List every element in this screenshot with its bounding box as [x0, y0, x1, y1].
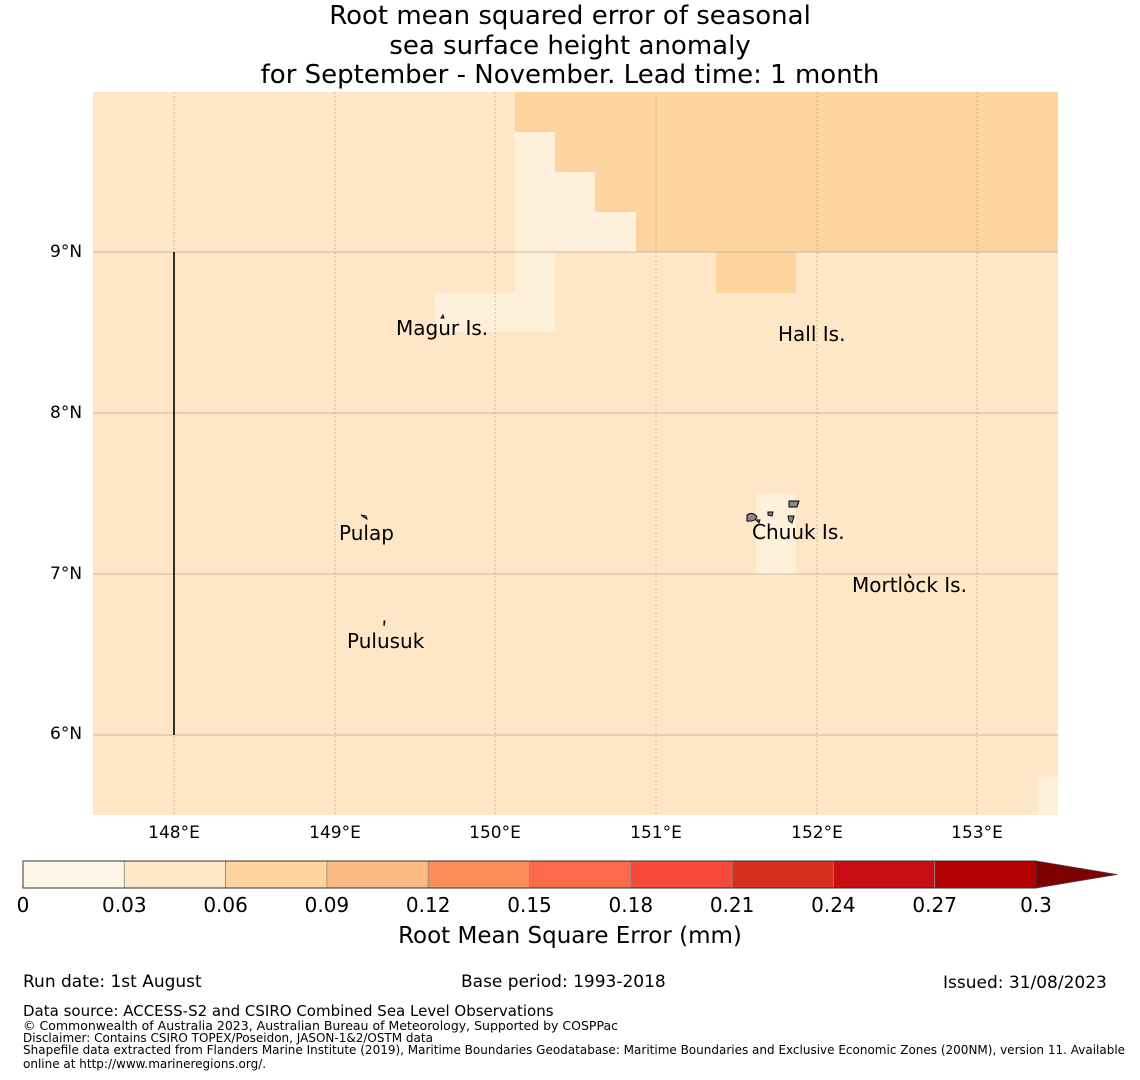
colorbar-segment	[529, 860, 632, 889]
lat-label-9n: 9°N	[50, 242, 83, 262]
lon-label-152e: 152°E	[791, 823, 843, 843]
colorbar-segment	[22, 860, 125, 889]
data-source: Data source: ACCESS-S2 and CSIRO Combine…	[23, 1002, 554, 1020]
lon-label-148e: 148°E	[148, 823, 200, 843]
colorbar-segment	[326, 860, 429, 889]
pulap-island-shape	[360, 514, 368, 520]
base-period: Base period: 1993-2018	[461, 972, 666, 992]
chuuk-island-shape-3	[788, 500, 800, 508]
colorbar-tick-label: 0.03	[102, 893, 147, 917]
place-label-magur: Magur Is.	[396, 316, 489, 340]
colorbar-tick-label: 0.3	[1020, 893, 1052, 917]
lat-label-7n: 7°N	[50, 564, 83, 584]
colorbar-tick-label: 0.06	[203, 893, 248, 917]
chuuk-island-shape-4	[787, 515, 795, 524]
copyright-note: © Commonwealth of Australia 2023, Austra…	[23, 1018, 618, 1033]
mortlock-island-shape	[907, 573, 912, 579]
chuuk-island-shape-1	[746, 512, 758, 522]
lon-label-150e: 150°E	[469, 823, 521, 843]
place-label-hall: Hall Is.	[778, 322, 846, 346]
colorbar-segment	[731, 860, 834, 889]
place-label-chuuk: Chuuk Is.	[752, 520, 845, 544]
title-line-1: Root mean squared error of seasonal	[329, 1, 811, 31]
place-label-pulap: Pulap	[339, 521, 394, 545]
issued-date: Issued: 31/08/2023	[943, 973, 1107, 993]
colorbar-tick-label: 0.12	[405, 893, 451, 917]
colorbar-label: Root Mean Square Error (mm)	[398, 923, 742, 949]
shapefile-note-line-2: online at http://www.marineregions.org/.	[23, 1057, 267, 1071]
colorbar-tick-label: 0.15	[507, 893, 552, 917]
run-date: Run date: 1st August	[23, 972, 202, 992]
lower-error-cell-corner	[1038, 776, 1058, 815]
colorbar-segment	[123, 860, 227, 889]
pulusuk-island-shape	[383, 620, 386, 627]
place-label-mortlock: Mortlock Is.	[852, 573, 967, 597]
title-line-2: sea surface height anomaly	[389, 30, 751, 61]
chuuk-island-shape-5	[754, 519, 761, 524]
lower-error-region	[435, 132, 636, 332]
colorbar	[22, 860, 1118, 889]
shapefile-note-line-1: Shapefile data extracted from Flanders M…	[23, 1043, 1126, 1057]
higher-error-cell	[716, 252, 796, 293]
colorbar-segment	[630, 860, 733, 889]
colorbar-tick-label: 0	[16, 893, 30, 917]
lat-label-8n: 8°N	[50, 403, 83, 423]
colorbar-segment	[225, 860, 328, 889]
colorbar-tick-label: 0.18	[608, 893, 654, 917]
colorbar-tick-label: 0.21	[709, 893, 755, 917]
colorbar-tick-label: 0.09	[304, 893, 350, 917]
colorbar-outline	[22, 860, 1037, 889]
colorbar-segment	[427, 860, 530, 889]
colorbar-tick-label: 0.24	[811, 893, 856, 917]
magur-island-shape	[440, 313, 445, 319]
colorbar-tick-label: 0.27	[912, 893, 957, 917]
lat-label-6n: 6°N	[50, 724, 83, 744]
lon-label-151e: 151°E	[630, 823, 682, 843]
map-title: Root mean squared error of seasonal sea …	[0, 1, 1140, 91]
place-label-pulusuk: Pulusuk	[347, 629, 425, 653]
island-shapes	[360, 313, 912, 627]
lon-label-153e: 153°E	[951, 823, 1003, 843]
disclaimer-note: Disclaimer: Contains CSIRO TOPEX/Poseido…	[23, 1031, 433, 1045]
lon-label-149e: 149°E	[309, 823, 361, 843]
colorbar-extend-arrow	[1035, 860, 1118, 889]
higher-error-region	[515, 92, 1058, 252]
colorbar-segment	[833, 860, 936, 889]
chuuk-island-shape-2	[767, 511, 774, 517]
lat-gridlines	[93, 251, 1058, 736]
colorbar-segment	[934, 860, 1037, 889]
title-line-3: for September - November. Lead time: 1 m…	[260, 60, 880, 90]
